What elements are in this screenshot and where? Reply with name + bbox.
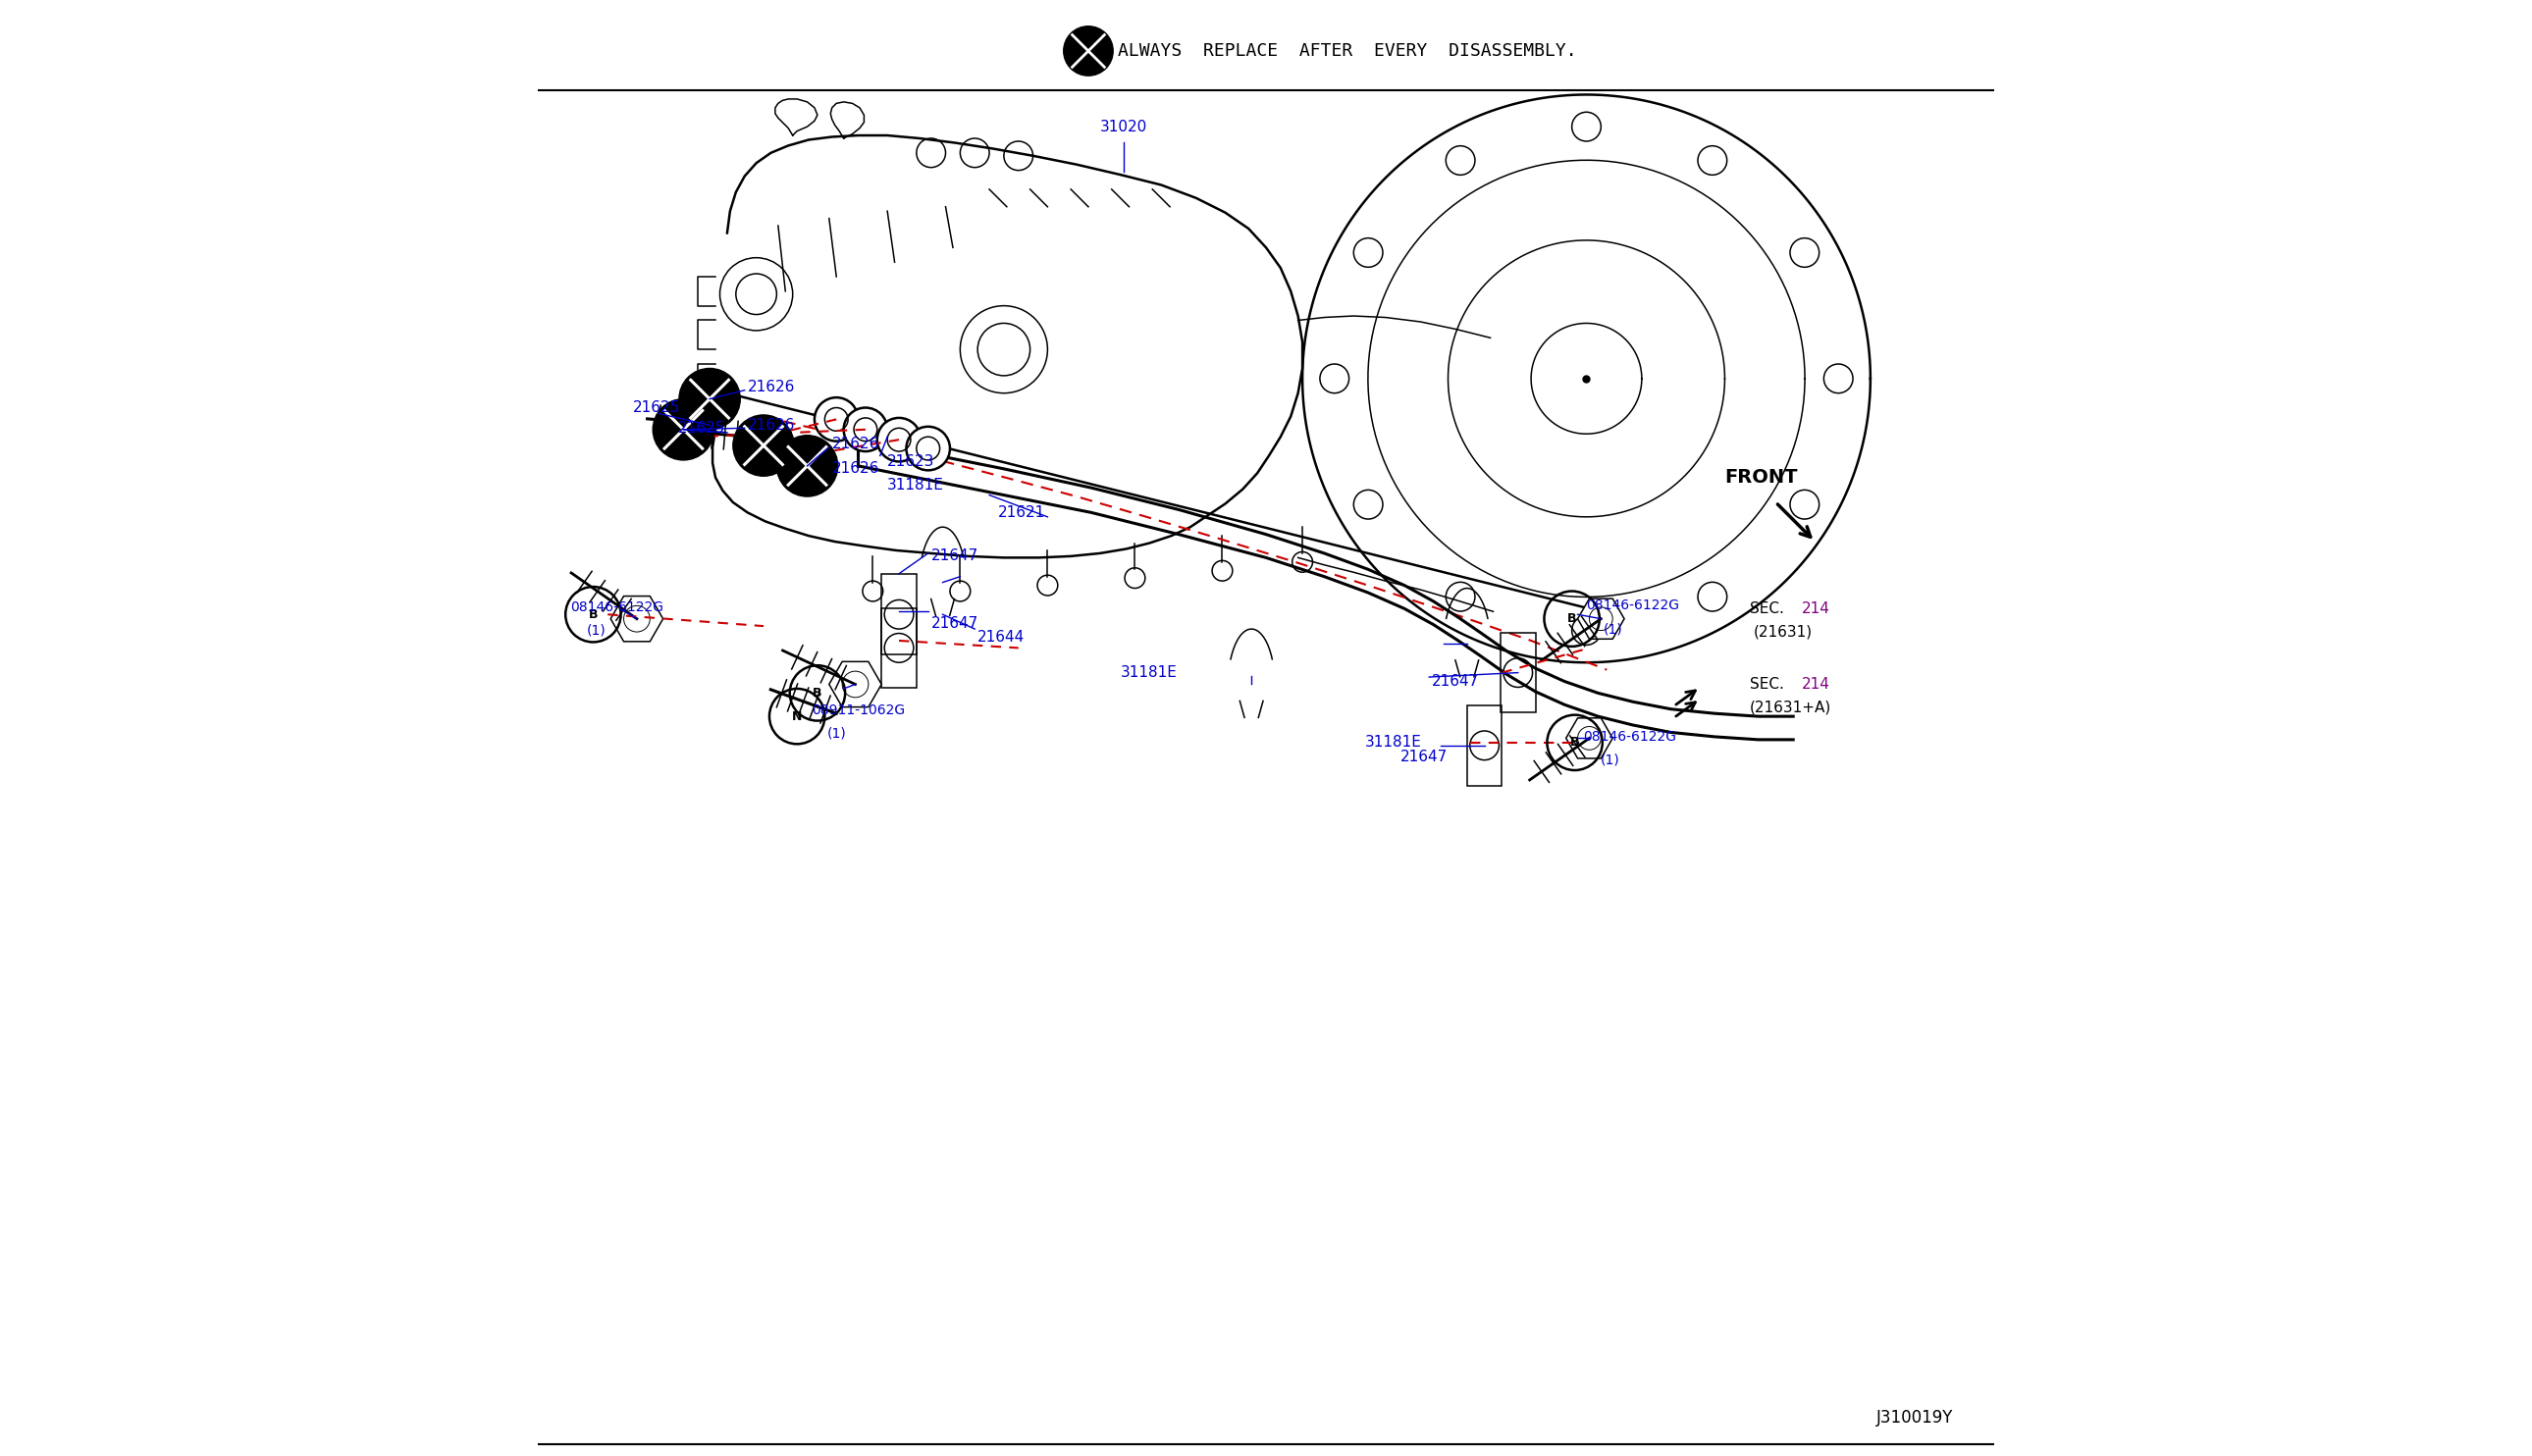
- Circle shape: [1063, 26, 1114, 76]
- Text: 21647: 21647: [932, 616, 977, 630]
- Text: SEC.: SEC.: [1750, 677, 1783, 692]
- Text: (21631+A): (21631+A): [1750, 700, 1831, 715]
- Text: N: N: [793, 711, 803, 722]
- Text: 21647: 21647: [1400, 750, 1448, 764]
- Text: 21626: 21626: [833, 437, 879, 451]
- Polygon shape: [1565, 718, 1613, 759]
- Text: 21623: 21623: [886, 454, 934, 469]
- Text: 31181E: 31181E: [1119, 665, 1177, 680]
- Circle shape: [732, 415, 795, 476]
- Text: 21647: 21647: [1433, 674, 1479, 689]
- Circle shape: [777, 435, 838, 496]
- Text: 31181E: 31181E: [1365, 735, 1423, 750]
- Polygon shape: [610, 596, 663, 642]
- Text: 21626: 21626: [747, 380, 795, 395]
- Text: (1): (1): [1603, 622, 1623, 636]
- Text: SEC.: SEC.: [1750, 601, 1783, 616]
- Circle shape: [843, 408, 886, 451]
- Text: B: B: [587, 609, 598, 620]
- Circle shape: [679, 368, 739, 430]
- Text: 08146-6122G: 08146-6122G: [570, 600, 663, 614]
- Polygon shape: [828, 661, 881, 708]
- Text: (1): (1): [1600, 753, 1620, 767]
- Text: 21625: 21625: [679, 421, 724, 435]
- Text: (21631): (21631): [1755, 625, 1813, 639]
- Text: 31181E: 31181E: [886, 478, 944, 492]
- Text: 214: 214: [1803, 677, 1831, 692]
- Polygon shape: [1577, 598, 1623, 639]
- Circle shape: [876, 418, 922, 462]
- Text: FRONT: FRONT: [1724, 469, 1798, 486]
- Text: 21625: 21625: [633, 400, 679, 415]
- Text: 214: 214: [1803, 601, 1831, 616]
- Circle shape: [815, 397, 858, 441]
- Text: B: B: [1567, 613, 1577, 625]
- Text: 21644: 21644: [977, 630, 1025, 645]
- Circle shape: [653, 399, 714, 460]
- Text: 21621: 21621: [998, 505, 1046, 520]
- Text: 21647: 21647: [932, 549, 977, 563]
- Text: (1): (1): [825, 727, 846, 741]
- Text: 21626: 21626: [833, 462, 879, 476]
- Text: B: B: [813, 687, 823, 699]
- Text: (1): (1): [587, 623, 605, 638]
- Text: B: B: [1570, 737, 1580, 748]
- Text: 31020: 31020: [1099, 119, 1147, 134]
- Text: J310019Y: J310019Y: [1876, 1409, 1952, 1427]
- Text: ALWAYS  REPLACE  AFTER  EVERY  DISASSEMBLY.: ALWAYS REPLACE AFTER EVERY DISASSEMBLY.: [1117, 42, 1577, 60]
- Text: 21626: 21626: [747, 418, 795, 432]
- Text: 08146-6122G: 08146-6122G: [1588, 598, 1679, 613]
- Text: 08146-6122G: 08146-6122G: [1582, 729, 1676, 744]
- Circle shape: [906, 427, 950, 470]
- Text: 08911-1062G: 08911-1062G: [813, 703, 904, 718]
